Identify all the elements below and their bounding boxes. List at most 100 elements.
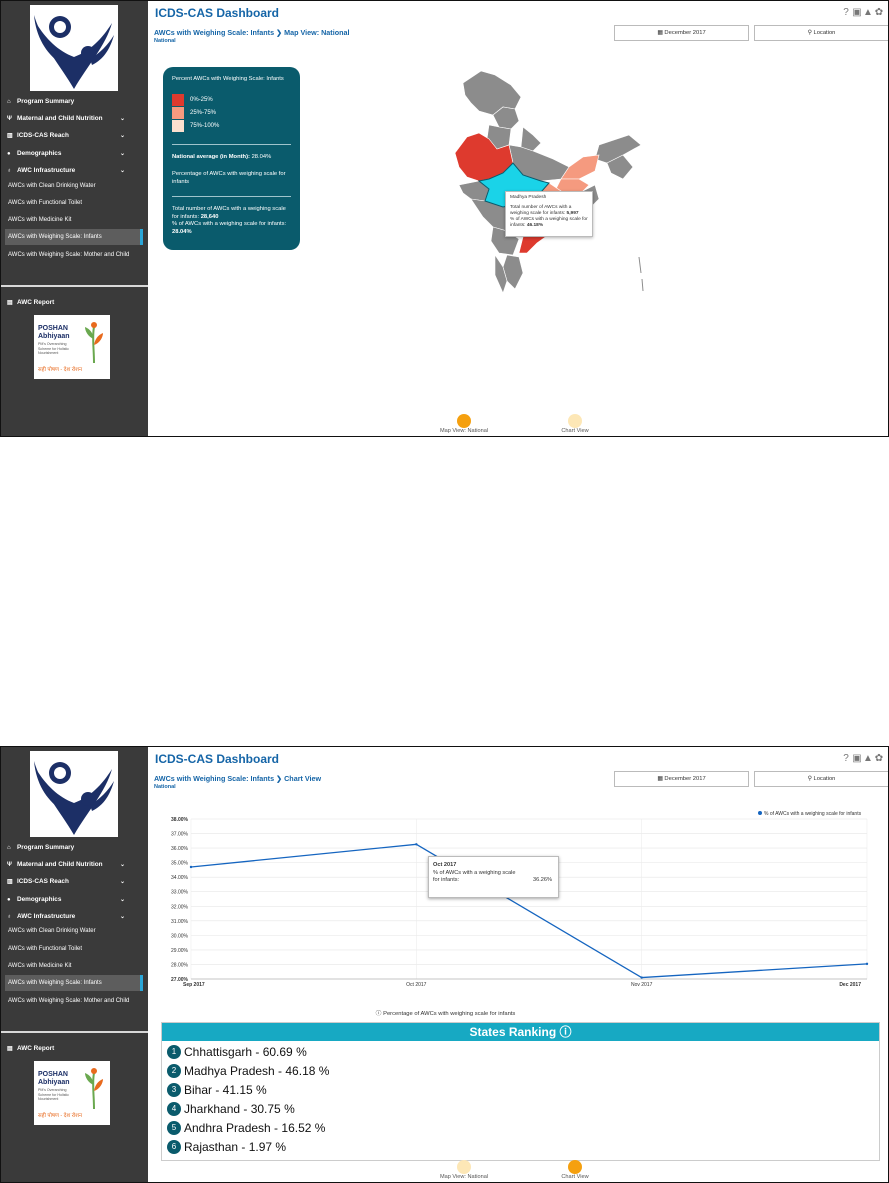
tab-map-view-dot[interactable] bbox=[457, 1160, 471, 1174]
tab-map-view[interactable]: Map View: National bbox=[439, 428, 489, 434]
view-tabs: Map View: National Chart View bbox=[148, 1159, 888, 1182]
tab-chart-view[interactable]: Chart View bbox=[561, 1174, 589, 1180]
y-tick-label: 30.00% bbox=[171, 933, 189, 939]
help-icon[interactable]: ? bbox=[843, 7, 850, 18]
legend-swatch-mid bbox=[172, 107, 184, 119]
icds-logo bbox=[30, 5, 118, 91]
map-marker-icon: ⚲ bbox=[807, 776, 814, 782]
month-selector[interactable]: ▦ December 2017 bbox=[614, 771, 749, 787]
breadcrumb-indicator[interactable]: AWCs with Weighing Scale: Infants bbox=[154, 28, 275, 37]
sidebar-item-awc-infrastructure[interactable]: ♁ AWC Infrastructure ⌄ bbox=[7, 164, 145, 178]
y-tick-label: 29.00% bbox=[171, 948, 189, 954]
icds-logo bbox=[30, 751, 118, 837]
sidebar-item-icds-cas-reach[interactable]: ▥ ICDS-CAS Reach ⌄ bbox=[7, 129, 145, 143]
sidebar-item-maternal-child-nutrition[interactable]: Ψ Maternal and Child Nutrition ⌄ bbox=[7, 112, 145, 126]
tab-chart-view-dot[interactable] bbox=[568, 414, 582, 428]
warning-icon[interactable]: ▲ bbox=[863, 7, 874, 18]
y-tick-label: 37.00% bbox=[171, 832, 189, 838]
legend-swatch-low bbox=[172, 94, 184, 106]
bar-chart-icon: ▥ bbox=[7, 133, 13, 139]
sidebar-divider bbox=[1, 285, 148, 287]
sidebar-subitem-weighing-scale-mother-child[interactable]: AWCs with Weighing Scale: Mother and Chi… bbox=[8, 252, 130, 258]
map-state-kerala[interactable] bbox=[494, 254, 508, 294]
ranking-row: 2 Madhya Pradesh - 46.18 % bbox=[167, 1063, 329, 1079]
chevron-down-icon: ⌄ bbox=[119, 133, 125, 139]
sidebar-subitem-weighing-scale-infants[interactable]: AWCs with Weighing Scale: Infants bbox=[5, 229, 143, 245]
bar-chart-icon: ▥ bbox=[7, 879, 13, 885]
page-title: ICDS-CAS Dashboard bbox=[155, 752, 280, 766]
print-icon[interactable]: ▣ bbox=[852, 753, 863, 764]
sidebar-item-awc-infrastructure[interactable]: ♁ AWC Infrastructure ⌄ bbox=[7, 910, 145, 924]
bulb-icon: ♁ bbox=[7, 168, 12, 174]
report-icon: ▤ bbox=[7, 300, 13, 306]
sidebar-subitem-functional-toilet[interactable]: AWCs with Functional Toilet bbox=[8, 200, 83, 206]
sidebar-subitem-clean-water[interactable]: AWCs with Clean Drinking Water bbox=[8, 183, 96, 189]
sidebar-item-icds-cas-reach[interactable]: ▥ ICDS-CAS Reach ⌄ bbox=[7, 875, 145, 889]
report-icon: ▤ bbox=[7, 1046, 13, 1052]
sidebar-subitem-clean-water[interactable]: AWCs with Clean Drinking Water bbox=[8, 928, 96, 934]
print-icon[interactable]: ▣ bbox=[852, 7, 863, 18]
settings-icon[interactable]: ✿ bbox=[874, 753, 885, 764]
chevron-down-icon: ⌄ bbox=[119, 879, 125, 885]
chevron-down-icon: ⌄ bbox=[119, 116, 125, 122]
legend-marker bbox=[758, 811, 762, 815]
national-totals: Total number of AWCs with a weighing sca… bbox=[172, 206, 287, 235]
chevron-down-icon: ⌄ bbox=[119, 168, 125, 174]
breadcrumb-indicator[interactable]: AWCs with Weighing Scale: Infants bbox=[154, 774, 275, 783]
data-point bbox=[415, 843, 418, 846]
chevron-down-icon: ⌄ bbox=[119, 151, 125, 157]
sidebar-subitem-functional-toilet[interactable]: AWCs with Functional Toilet bbox=[8, 946, 83, 952]
line-chart[interactable]: 27.00% 28.00% 29.00% 30.00% 31.00% 32.00% 33.0… bbox=[163, 809, 875, 991]
info-icon[interactable]: ⓘ bbox=[559, 1025, 572, 1039]
sidebar-subitem-medicine-kit[interactable]: AWCs with Medicine Kit bbox=[8, 963, 72, 969]
tab-map-view[interactable]: Map View: National bbox=[439, 1174, 489, 1180]
settings-icon[interactable]: ✿ bbox=[874, 7, 885, 18]
info-icon: ⓘ bbox=[375, 1011, 384, 1017]
home-icon: ⌂ bbox=[7, 845, 11, 851]
sidebar-item-demographics[interactable]: ● Demographics ⌄ bbox=[7, 893, 145, 907]
users-icon: ● bbox=[7, 897, 11, 903]
users-icon: ● bbox=[7, 151, 11, 157]
chart-tooltip: Oct 2017 % of AWCs with a weighing scale… bbox=[428, 856, 559, 898]
map-tooltip: Madhya Pradesh Total number of AWCs with… bbox=[505, 191, 593, 237]
location-subtitle: National bbox=[154, 38, 176, 44]
legend-label-low: 0%-25% bbox=[190, 97, 213, 103]
map-state-northeast-2[interactable] bbox=[606, 154, 634, 180]
map-state-uttarakhand[interactable] bbox=[520, 126, 542, 152]
x-tick-label: Nov 2017 bbox=[631, 982, 653, 988]
month-selector[interactable]: ▦ December 2017 bbox=[614, 25, 749, 41]
poshan-abhiyaan-logo: POSHAN Abhiyaan PM's Overarching Scheme … bbox=[34, 315, 110, 379]
y-tick-label: 33.00% bbox=[171, 890, 189, 896]
sidebar-item-awc-report[interactable]: ▤ AWC Report bbox=[7, 296, 145, 310]
chevron-down-icon: ⌄ bbox=[119, 914, 125, 920]
location-selector[interactable]: ⚲ Location bbox=[754, 25, 888, 41]
chevron-down-icon: ⌄ bbox=[119, 897, 125, 903]
tab-chart-view[interactable]: Chart View bbox=[561, 428, 589, 434]
breadcrumb-view: Map View: National bbox=[284, 28, 350, 37]
national-average: National average (in Month): 28.04% bbox=[172, 154, 272, 160]
warning-icon[interactable]: ▲ bbox=[863, 753, 874, 764]
y-tick-label: 36.00% bbox=[171, 846, 189, 852]
y-tick-label: 32.00% bbox=[171, 904, 189, 910]
sidebar-item-program-summary[interactable]: ⌂ Program Summary bbox=[7, 841, 145, 855]
help-icon[interactable]: ? bbox=[843, 753, 850, 764]
sidebar-item-demographics[interactable]: ● Demographics ⌄ bbox=[7, 147, 145, 161]
legend-swatch-high bbox=[172, 120, 184, 132]
sidebar-item-program-summary[interactable]: ⌂ Program Summary bbox=[7, 95, 145, 109]
sidebar: ⌂ Program Summary Ψ Maternal and Child Nut… bbox=[1, 1, 148, 436]
sidebar-subitem-weighing-scale-infants[interactable]: AWCs with Weighing Scale: Infants bbox=[5, 975, 143, 991]
sidebar-item-maternal-child-nutrition[interactable]: Ψ Maternal and Child Nutrition ⌄ bbox=[7, 858, 145, 872]
map-view-screenshot: ⌂ Program Summary Ψ Maternal and Child Nut… bbox=[0, 0, 889, 437]
sidebar-item-awc-report[interactable]: ▤ AWC Report bbox=[7, 1042, 145, 1056]
data-point bbox=[640, 976, 643, 979]
legend-divider bbox=[172, 196, 291, 197]
sidebar-subitem-weighing-scale-mother-child[interactable]: AWCs with Weighing Scale: Mother and Chi… bbox=[8, 998, 130, 1004]
location-selector[interactable]: ⚲ Location bbox=[754, 771, 888, 787]
sidebar-subitem-medicine-kit[interactable]: AWCs with Medicine Kit bbox=[8, 217, 72, 223]
y-tick-label: 31.00% bbox=[171, 919, 189, 925]
ranking-row: 6 Rajasthan - 1.97 % bbox=[167, 1139, 286, 1155]
tab-chart-view-dot[interactable] bbox=[568, 1160, 582, 1174]
tab-map-view-dot[interactable] bbox=[457, 414, 471, 428]
states-ranking-panel: States Ranking ⓘ 1 Chhattisgarh - 60.69 %… bbox=[161, 1022, 880, 1161]
top-toolbar: ? ▣▲✿ bbox=[841, 7, 885, 18]
